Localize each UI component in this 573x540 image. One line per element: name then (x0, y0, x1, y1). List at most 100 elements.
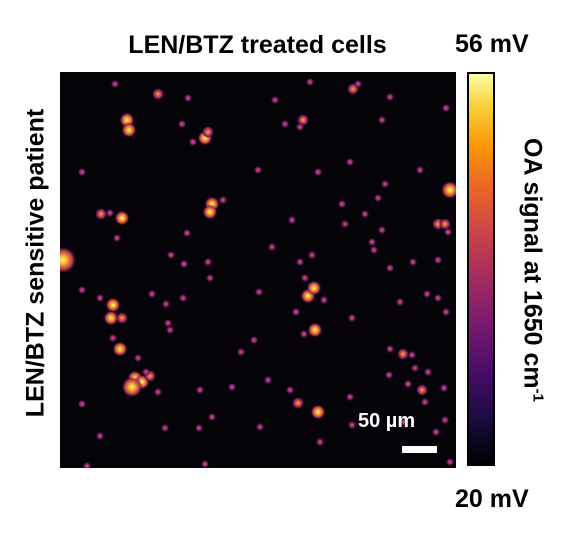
oa-droplet (183, 93, 193, 103)
oa-droplet (441, 181, 456, 199)
scale-bar-label: 50 µm (358, 410, 416, 432)
oa-droplet (112, 233, 122, 243)
oa-droplet (410, 363, 420, 373)
oa-droplet (345, 392, 355, 402)
oa-droplet (441, 307, 451, 317)
oa-droplet (166, 250, 176, 260)
oa-droplet (255, 422, 265, 432)
oa-droplet (292, 397, 304, 409)
oa-droplet (420, 397, 430, 407)
oa-droplet (431, 427, 441, 437)
oa-droplet (315, 437, 325, 447)
oa-droplet (337, 199, 347, 209)
oa-droplet (440, 415, 450, 425)
oa-droplet (236, 347, 246, 357)
oa-image-panel (60, 72, 456, 468)
oa-droplet (395, 297, 405, 307)
oa-droplet (77, 399, 87, 409)
oa-droplet (110, 79, 120, 89)
oa-droplet (307, 322, 323, 338)
oa-droplet (95, 293, 105, 303)
oa-droplet (369, 245, 379, 255)
oa-droplet (416, 384, 428, 396)
oa-droplet (114, 210, 130, 226)
oa-droplet (105, 208, 115, 218)
oa-droplet (285, 385, 295, 395)
oa-droplet (202, 204, 218, 220)
figure-title: LEN/BTZ treated cells (128, 31, 387, 59)
oa-droplet (116, 312, 128, 324)
oa-droplet (347, 313, 357, 323)
oa-droplet (403, 379, 413, 389)
oa-droplet (207, 412, 217, 422)
colorbar-max-label: 56 mV (455, 30, 529, 58)
oa-droplet (433, 293, 443, 303)
oa-droplet (319, 295, 329, 305)
oa-droplet (373, 193, 383, 203)
oa-droplet (121, 122, 137, 138)
oa-droplet (152, 88, 164, 100)
colorbar-min-label: 20 mV (455, 485, 529, 513)
oa-droplet (103, 310, 119, 326)
oa-droplet (202, 126, 214, 138)
oa-droplet (385, 263, 395, 273)
oa-droplet (305, 77, 315, 87)
oa-droplet (133, 353, 143, 363)
oa-droplet (153, 387, 163, 397)
oa-droplet (367, 237, 377, 247)
oa-droplet (178, 293, 188, 303)
oa-droplet (95, 208, 107, 220)
oa-droplet (108, 333, 118, 343)
oa-droplet (195, 385, 205, 395)
oa-droplet (287, 215, 297, 225)
oa-droplet (253, 165, 263, 175)
oa-droplet (443, 227, 453, 237)
oa-droplet (299, 329, 309, 339)
oa-droplet (422, 289, 432, 299)
oa-droplet (380, 179, 390, 189)
oa-droplet (227, 382, 237, 392)
oa-droplet (194, 423, 204, 433)
oa-droplet (60, 246, 77, 274)
oa-droplet (161, 299, 171, 309)
oa-droplet (313, 167, 323, 177)
oa-droplet (291, 307, 301, 317)
oa-droplet (377, 225, 387, 235)
oa-droplet (179, 259, 189, 269)
oa-droplet (310, 404, 326, 420)
oa-droplet (300, 273, 310, 283)
oa-droplet (377, 115, 387, 125)
oa-droplet (347, 420, 357, 430)
oa-droplet (306, 280, 322, 296)
oa-droplet (95, 431, 105, 441)
oa-droplet (439, 383, 449, 393)
oa-droplet (182, 228, 192, 238)
oa-droplet (77, 285, 87, 295)
oa-droplet (165, 325, 175, 335)
colorbar-label: OA signal at 1650 cm-1 (518, 138, 547, 402)
oa-droplet (345, 157, 355, 167)
oa-droplet (399, 417, 409, 427)
oa-droplet (203, 257, 213, 267)
oa-droplet (188, 137, 198, 147)
row-label: LEN/BTZ sensitive patient (21, 108, 50, 418)
oa-droplet (407, 350, 417, 360)
oa-droplet (307, 250, 317, 260)
oa-droplet (121, 376, 143, 398)
oa-droplet (254, 287, 264, 297)
oa-droplet (439, 218, 451, 230)
oa-droplet (163, 318, 173, 328)
oa-droplet (218, 195, 228, 205)
oa-droplet (445, 457, 455, 467)
oa-droplet (441, 103, 451, 113)
oa-droplet (77, 167, 87, 177)
oa-droplet (340, 219, 350, 229)
oa-droplet (295, 257, 305, 267)
oa-droplet (112, 341, 128, 357)
oa-droplet (141, 367, 151, 377)
oa-droplet (177, 119, 187, 129)
oa-droplet (200, 459, 210, 468)
oa-droplet (360, 209, 370, 219)
oa-droplet (160, 423, 170, 433)
oa-micrograph (60, 77, 456, 468)
